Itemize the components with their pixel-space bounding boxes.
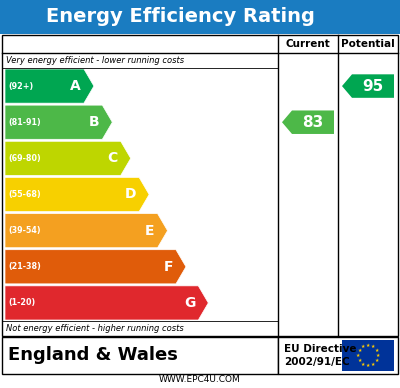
Text: England & Wales: England & Wales [8, 346, 178, 364]
Text: ★: ★ [371, 362, 375, 367]
Text: WWW.EPC4U.COM: WWW.EPC4U.COM [159, 375, 241, 384]
Text: D: D [125, 187, 136, 201]
Text: E: E [145, 223, 154, 237]
Text: 95: 95 [362, 79, 384, 94]
Text: A: A [70, 79, 81, 93]
Bar [2, 35, 398, 336]
Text: (21-38): (21-38) [8, 262, 41, 271]
Polygon shape [5, 105, 112, 139]
Text: ★: ★ [361, 362, 365, 367]
Bar [342, 340, 394, 371]
Text: G: G [184, 296, 195, 310]
Text: Energy Efficiency Rating: Energy Efficiency Rating [46, 7, 314, 26]
Text: Very energy efficient - lower running costs: Very energy efficient - lower running co… [6, 56, 184, 65]
Text: ★: ★ [371, 345, 375, 350]
Text: ★: ★ [366, 363, 370, 368]
Polygon shape [5, 250, 186, 284]
Text: ★: ★ [366, 343, 370, 348]
Text: 83: 83 [302, 115, 324, 130]
Text: ★: ★ [361, 345, 365, 350]
Bar [278, 337, 398, 374]
Polygon shape [5, 213, 168, 248]
Text: ★: ★ [357, 358, 362, 363]
Text: ★: ★ [374, 348, 379, 353]
Text: B: B [89, 115, 99, 129]
Text: F: F [164, 260, 173, 274]
Text: C: C [108, 151, 118, 165]
Text: ★: ★ [374, 358, 379, 363]
Polygon shape [5, 286, 208, 320]
Bar [2, 337, 278, 374]
Text: ★: ★ [357, 348, 362, 353]
Text: (39-54): (39-54) [8, 226, 41, 235]
Text: Current: Current [286, 39, 330, 49]
Polygon shape [5, 141, 131, 175]
Polygon shape [5, 177, 149, 211]
Text: (1-20): (1-20) [8, 298, 35, 307]
Text: Potential: Potential [341, 39, 395, 49]
Bar [0, 0, 400, 34]
Polygon shape [5, 69, 94, 103]
Text: EU Directive
2002/91/EC: EU Directive 2002/91/EC [284, 344, 356, 367]
Text: (69-80): (69-80) [8, 154, 41, 163]
Polygon shape [342, 74, 394, 98]
Text: (81-91): (81-91) [8, 118, 41, 127]
Text: Not energy efficient - higher running costs: Not energy efficient - higher running co… [6, 324, 184, 333]
Text: ★: ★ [356, 353, 360, 358]
Polygon shape [282, 111, 334, 134]
Text: (55-68): (55-68) [8, 190, 41, 199]
Text: ★: ★ [376, 353, 380, 358]
Text: (92+): (92+) [8, 81, 33, 90]
